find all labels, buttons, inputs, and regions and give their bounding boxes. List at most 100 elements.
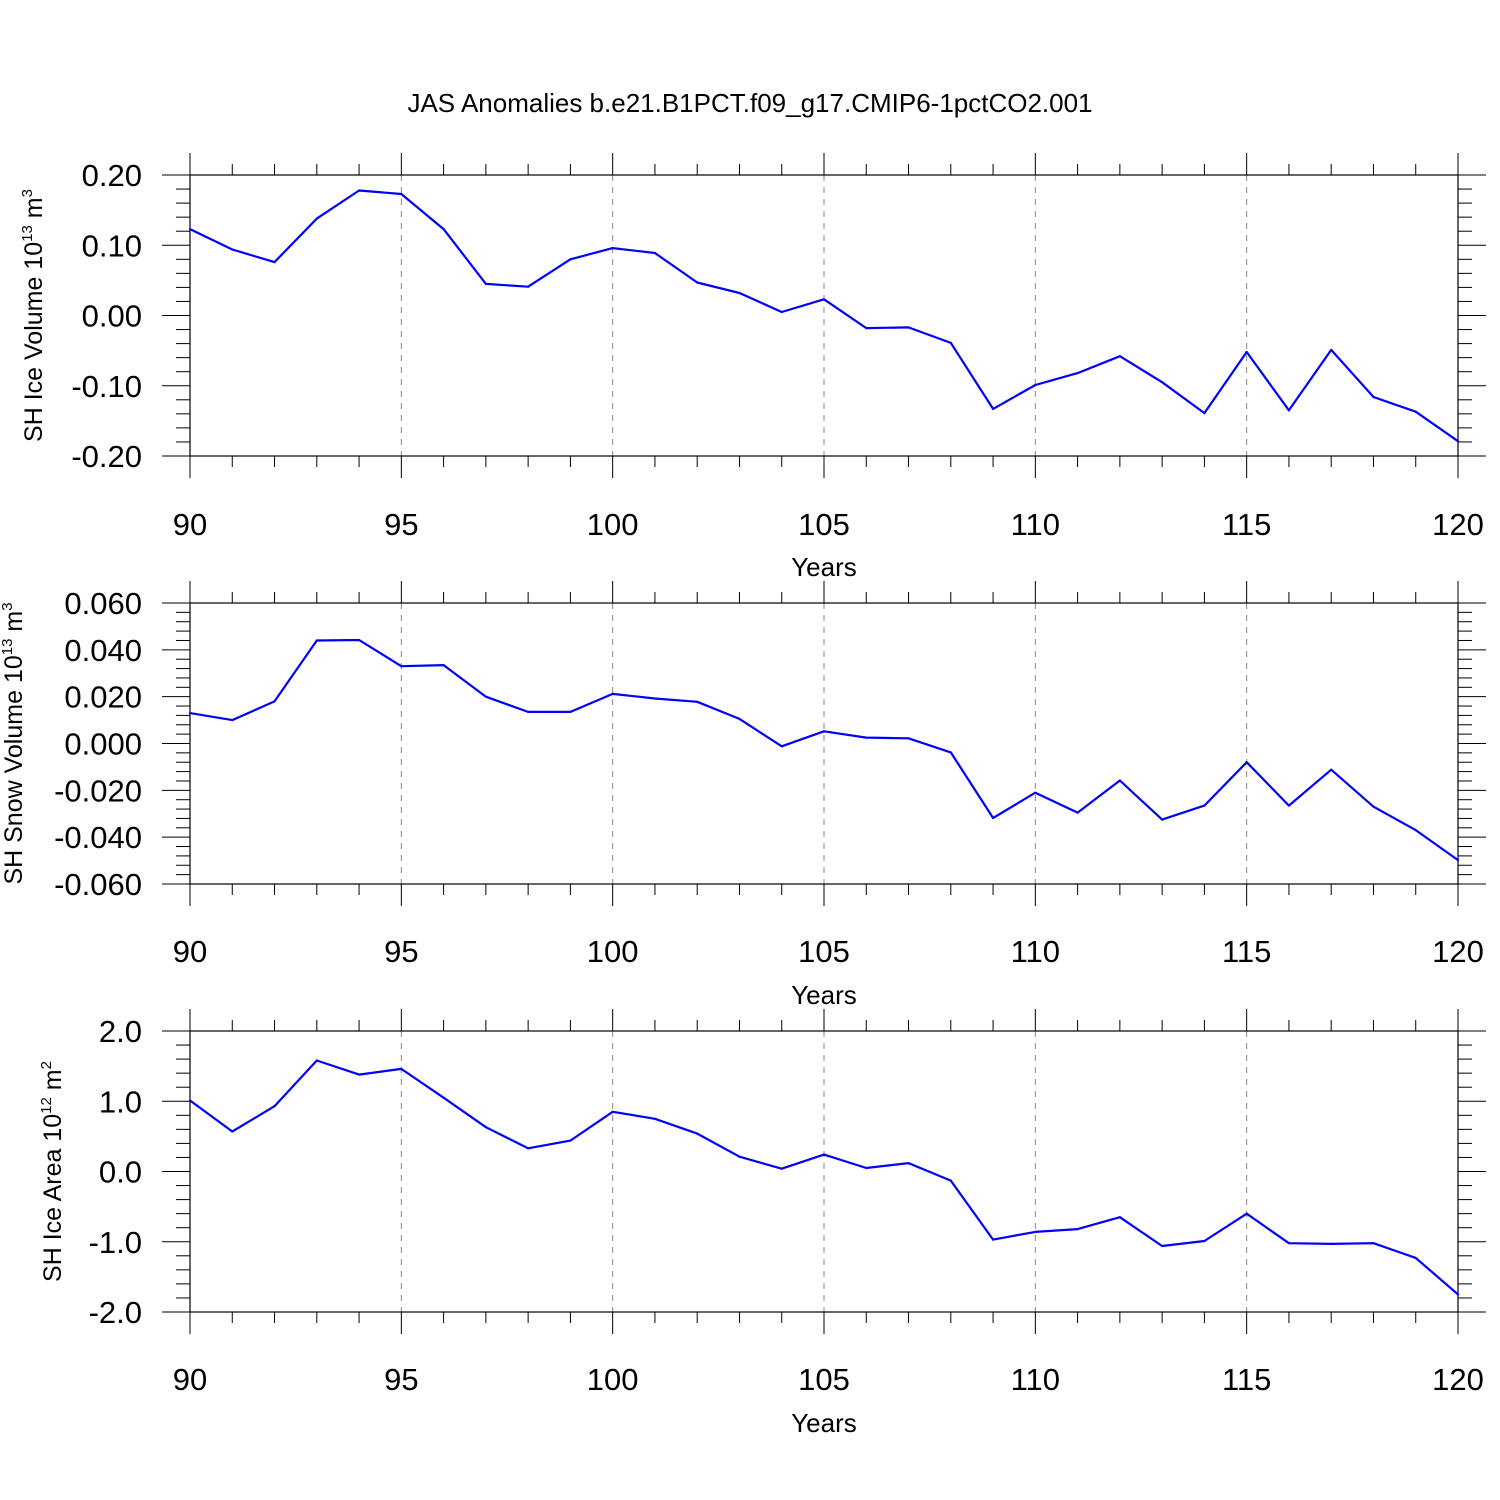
data-point — [822, 1153, 826, 1156]
data-point — [273, 261, 276, 264]
data-point — [1456, 1293, 1460, 1296]
x-axis-title: Years — [791, 552, 857, 582]
data-point — [1414, 410, 1417, 413]
data-point — [1203, 412, 1206, 415]
y-tick-label: 0.00 — [82, 299, 142, 334]
x-tick-label: 110 — [1011, 1362, 1060, 1397]
data-point — [315, 217, 318, 220]
plot-frame — [189, 174, 1459, 457]
y-tick-label: 2.0 — [99, 1014, 142, 1049]
data-point — [484, 282, 487, 285]
data-point — [527, 710, 530, 713]
data-point — [273, 1105, 276, 1108]
y-axis-title-superscript: 13 — [0, 639, 16, 656]
x-tick-label: 110 — [1011, 507, 1060, 542]
y-axis-title-text: m — [20, 197, 48, 225]
data-point — [357, 1073, 361, 1076]
data-point — [1372, 805, 1375, 808]
data-point — [865, 736, 868, 739]
y-tick-label: -2.0 — [89, 1295, 142, 1330]
data-point — [1161, 1244, 1164, 1248]
x-tick-label: 95 — [384, 507, 418, 542]
y-tick-label: -1.0 — [89, 1225, 142, 1260]
data-point — [1245, 350, 1248, 354]
y-axis-title-superscript: 3 — [19, 189, 36, 197]
x-tick-label: 115 — [1222, 507, 1271, 542]
data-point — [315, 639, 318, 642]
x-axis-title: Years — [791, 980, 857, 1010]
y-tick-label: 0.0 — [99, 1155, 142, 1190]
data-point — [696, 700, 699, 703]
data-point — [611, 246, 614, 250]
data-point — [1287, 804, 1291, 807]
data-point — [738, 1155, 741, 1158]
plot-frame — [189, 1030, 1459, 1313]
data-point — [1203, 1239, 1206, 1243]
data-point — [1034, 383, 1037, 387]
data-point — [1118, 1216, 1121, 1219]
x-tick-label: 105 — [798, 934, 850, 969]
y-axis-title: SH Snow Volume 1013 m3 — [0, 602, 28, 884]
y-tick-label: -0.020 — [54, 773, 142, 808]
data-point — [1330, 348, 1333, 352]
data-point — [569, 710, 572, 713]
data-point — [949, 341, 952, 344]
y-axis-title-text: SH Ice Volume 10 — [20, 242, 48, 442]
data-point — [611, 692, 614, 695]
data-point — [1076, 811, 1079, 814]
data-point — [569, 258, 572, 261]
data-point — [1118, 355, 1121, 358]
data-point — [231, 1130, 234, 1133]
data-point — [1414, 829, 1417, 832]
data-point — [1034, 791, 1037, 794]
x-tick-label: 105 — [798, 1362, 850, 1397]
data-point — [907, 326, 910, 329]
y-tick-label: -0.20 — [71, 439, 142, 474]
data-point — [357, 638, 361, 642]
y-tick-label: 0.040 — [64, 633, 142, 668]
x-tick-label: 100 — [587, 507, 639, 542]
data-point — [188, 1099, 192, 1102]
x-tick-label: 115 — [1222, 934, 1271, 969]
data-point — [188, 227, 192, 231]
data-point — [1414, 1256, 1417, 1260]
data-point — [400, 665, 403, 668]
data-point — [738, 291, 741, 295]
x-tick-label: 120 — [1432, 1362, 1484, 1397]
panel-sh-ice-area: -2.0 -1.0 0.0 1.0 2.0 90 95 100 105 110 115 120 Year… — [38, 1009, 1486, 1438]
y-tick-label: 0.060 — [64, 586, 142, 621]
data-point — [822, 298, 826, 301]
data-point — [738, 717, 741, 721]
panel-sh-ice-volume: -0.20 -0.10 0.00 0.10 0.20 90 95 100 105 110 115 12… — [19, 153, 1486, 582]
y-axis-title-text: SH Snow Volume 10 — [0, 655, 28, 884]
x-tick-label: 100 — [587, 1362, 639, 1397]
data-point — [1161, 818, 1164, 821]
data-point — [1161, 381, 1164, 384]
y-axis-title-text: SH Ice Area 10 — [39, 1114, 67, 1282]
data-point — [1456, 440, 1460, 443]
data-point — [442, 1096, 445, 1099]
figure-title: JAS Anomalies b.e21.B1PCT.f09_g17.CMIP6-… — [407, 88, 1092, 118]
y-tick-label: 0.020 — [64, 680, 142, 715]
data-point — [315, 1059, 318, 1062]
data-point — [527, 1147, 530, 1150]
data-point — [907, 737, 910, 740]
data-point — [653, 251, 657, 255]
data-point — [865, 327, 868, 330]
y-axis-title-superscript: 2 — [38, 1061, 55, 1069]
data-point — [442, 227, 445, 231]
data-point — [1287, 1242, 1291, 1245]
data-point — [1372, 1242, 1375, 1245]
data-point — [780, 1167, 783, 1170]
data-point — [1372, 395, 1375, 399]
y-axis-title-superscript: 13 — [19, 225, 36, 242]
y-tick-label: 0.000 — [64, 727, 142, 762]
panel-sh-snow-volume: -0.060 -0.040 -0.020 0.000 0.020 0.040 0.060 90… — [0, 581, 1486, 1010]
data-point — [991, 407, 995, 411]
y-tick-label: -0.060 — [54, 867, 142, 902]
data-point — [991, 1238, 995, 1241]
y-axis-title-superscript: 12 — [38, 1097, 55, 1114]
x-tick-label: 120 — [1432, 934, 1484, 969]
data-point — [907, 1161, 910, 1165]
x-tick-label: 90 — [173, 934, 207, 969]
